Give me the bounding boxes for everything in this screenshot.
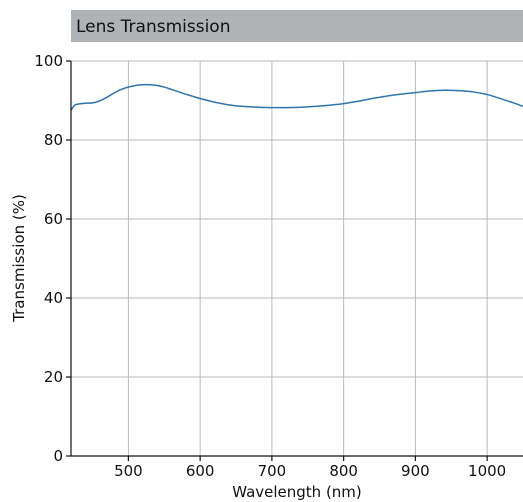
y-tick-label: 40 <box>44 289 63 307</box>
x-tick-label: 700 <box>258 462 287 480</box>
y-axis-label: Transmission (%) <box>10 194 28 323</box>
grid <box>71 60 523 456</box>
title-bar <box>71 10 523 42</box>
x-axis-label: Wavelength (nm) <box>232 483 362 501</box>
y-tick-label: 20 <box>44 368 63 386</box>
y-tick-label: 0 <box>53 447 63 465</box>
y-tick-label: 80 <box>44 131 63 149</box>
y-tick-label: 60 <box>44 210 63 228</box>
x-tick-label: 600 <box>186 462 215 480</box>
x-tick-label: 800 <box>329 462 358 480</box>
chart-title: Lens Transmission <box>76 17 231 37</box>
x-tick-label: 500 <box>114 462 143 480</box>
series-layer <box>70 83 523 111</box>
tick-labels: 500 600 700 800 900 1000 0 20 40 60 80 100 <box>34 52 506 480</box>
x-tick-label: 1000 <box>468 462 506 480</box>
transmission-line <box>70 83 523 111</box>
x-tick-label: 900 <box>401 462 430 480</box>
y-tick-label: 100 <box>34 52 63 70</box>
